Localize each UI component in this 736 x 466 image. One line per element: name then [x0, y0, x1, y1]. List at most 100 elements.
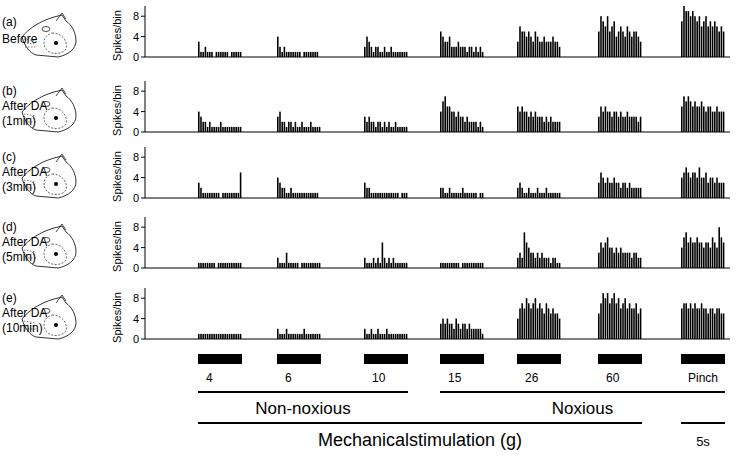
histogram-bin: [308, 193, 310, 198]
histogram-bin: [714, 21, 716, 57]
histogram-bin: [286, 127, 288, 132]
histogram-bin: [308, 127, 310, 132]
histogram-bin: [388, 258, 390, 268]
histogram-bin: [377, 193, 379, 198]
y-axis-line: [145, 81, 146, 132]
histogram-bin: [301, 122, 303, 132]
histogram-bin: [526, 193, 528, 198]
histogram-bin: [528, 248, 530, 268]
histogram-bin: [524, 112, 526, 132]
histogram-bin: [444, 324, 446, 339]
histogram-bin: [701, 243, 703, 269]
histogram-bin: [395, 334, 397, 339]
y-tick-label: 8: [133, 292, 139, 304]
group-line: [198, 391, 408, 393]
histogram-bin: [453, 47, 455, 57]
panel-title: After DA: [2, 306, 47, 320]
histogram-bin: [213, 57, 215, 58]
histogram-bin: [218, 193, 220, 198]
histogram-bin: [397, 127, 399, 132]
histogram-bin: [554, 314, 556, 340]
histogram-bin: [404, 193, 406, 198]
panel-label: (e): [2, 291, 17, 305]
histogram-bin: [299, 52, 301, 57]
histogram-bin: [401, 52, 403, 57]
histogram-bin: [375, 47, 377, 57]
histogram-bin: [399, 198, 401, 199]
histogram-bin: [229, 57, 231, 58]
histogram-bin: [406, 193, 408, 198]
histogram-bin: [611, 298, 613, 339]
histogram-bin: [240, 334, 242, 339]
histogram-bin: [224, 334, 226, 339]
histogram-bin: [364, 117, 366, 132]
histogram-bin: [701, 303, 703, 339]
y-axis-label: Spikes/bin: [111, 10, 123, 61]
histogram-bin: [297, 334, 299, 339]
histogram-bin: [447, 193, 449, 198]
histogram-bin: [473, 329, 475, 339]
histogram-bin: [207, 193, 209, 198]
bars: [198, 167, 724, 198]
histogram-bin: [683, 173, 685, 199]
stimulus-bar: [277, 354, 321, 364]
histogram-bin: [233, 52, 235, 57]
histogram-bin: [404, 263, 406, 268]
histogram-bin: [379, 334, 381, 339]
histogram-bin: [390, 334, 392, 339]
panel-subtitle: (10min): [2, 321, 43, 335]
histogram-bin: [464, 263, 466, 268]
histogram-bin: [319, 198, 321, 199]
histogram-bin: [209, 122, 211, 132]
histogram-bin: [622, 117, 624, 132]
histogram-bin: [401, 127, 403, 132]
histogram-bin: [205, 334, 207, 339]
histogram-bin: [224, 52, 226, 57]
y-tick: [141, 318, 145, 319]
histogram-bin: [229, 193, 231, 198]
histogram-bin: [235, 193, 237, 198]
histogram-bin: [618, 183, 620, 198]
histogram-bin: [699, 308, 701, 339]
y-tick-label: 4: [133, 242, 139, 254]
histogram-bin: [613, 178, 615, 198]
histogram-bin: [685, 303, 687, 339]
histogram-bin: [200, 334, 202, 339]
bars: [198, 293, 724, 339]
histogram-bin: [602, 112, 604, 132]
histogram-bin: [444, 263, 446, 268]
histogram-bin: [233, 263, 235, 268]
histogram-bin: [290, 334, 292, 339]
y-axis-line: [145, 147, 146, 198]
histogram-bin: [532, 117, 534, 132]
histogram-bin: [611, 117, 613, 132]
histogram-bin: [546, 258, 548, 268]
histogram-bin: [453, 329, 455, 339]
histogram-bin: [451, 193, 453, 198]
histogram-bin: [377, 47, 379, 57]
histogram-bin: [718, 112, 720, 132]
histogram-bin: [213, 334, 215, 339]
histogram-bin: [605, 107, 607, 133]
histogram-bin: [306, 334, 308, 339]
histogram-bin: [466, 193, 468, 198]
histogram-bin: [530, 37, 532, 57]
histogram-bin: [714, 314, 716, 340]
histogram-bin: [295, 193, 297, 198]
histogram-bin: [473, 52, 475, 57]
histogram-bin: [640, 308, 642, 339]
histogram-bin: [277, 178, 279, 198]
histogram-bin: [395, 263, 397, 268]
histogram-bin: [205, 263, 207, 268]
y-tick-label: 4: [133, 106, 139, 118]
histogram-bin: [397, 193, 399, 198]
recording-site: [54, 323, 58, 327]
scale-bar-label: 5s: [696, 434, 710, 449]
histogram-bin: [455, 193, 457, 198]
panel: (b)After DA(1min)Spikes/bin048: [2, 81, 730, 138]
histogram-bin: [462, 47, 464, 57]
stimulus-label: 4: [206, 371, 213, 385]
histogram-bin: [609, 248, 611, 268]
histogram-bin: [633, 117, 635, 132]
histogram-bin: [229, 127, 231, 132]
